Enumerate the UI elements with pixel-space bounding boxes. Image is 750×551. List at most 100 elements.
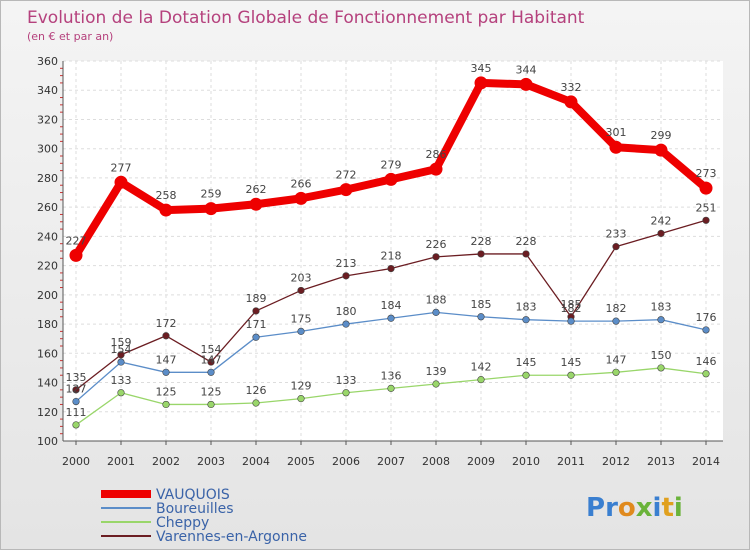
- x-tick-label: 2005: [287, 455, 315, 468]
- x-tick-label: 2001: [107, 455, 135, 468]
- data-label: 125: [156, 385, 177, 398]
- data-point: [162, 400, 170, 409]
- data-point: [657, 229, 665, 238]
- data-label: 183: [516, 301, 537, 314]
- data-label: 182: [606, 302, 627, 315]
- data-label: 125: [201, 385, 222, 398]
- data-point: [72, 386, 80, 394]
- y-tick-label: 180: [37, 318, 58, 331]
- data-label: 226: [426, 238, 447, 251]
- data-label: 146: [696, 355, 717, 368]
- data-label: 233: [606, 228, 627, 241]
- data-label: 344: [516, 63, 537, 76]
- data-point: [249, 197, 263, 211]
- y-tick-label: 360: [37, 55, 58, 68]
- data-point: [522, 250, 530, 258]
- proxiti-logo: Proxiti: [586, 493, 683, 523]
- data-point: [522, 316, 530, 324]
- y-tick-label: 320: [37, 113, 58, 126]
- data-label: 139: [426, 365, 447, 378]
- data-label: 213: [336, 257, 357, 270]
- data-point: [159, 203, 173, 217]
- data-label: 176: [696, 311, 717, 324]
- x-tick-label: 2010: [512, 455, 540, 468]
- data-point: [252, 333, 260, 341]
- data-label: 142: [471, 361, 492, 374]
- data-point: [567, 317, 575, 325]
- data-label: 228: [516, 235, 537, 248]
- legend-label: Varennes-en-Argonne: [156, 529, 307, 545]
- series-lines: [69, 76, 713, 429]
- data-point: [252, 307, 260, 315]
- y-tick-label: 160: [37, 347, 58, 360]
- data-point: [339, 183, 353, 197]
- data-label: 188: [426, 293, 447, 306]
- data-label: 145: [516, 356, 537, 369]
- x-tick-label: 2006: [332, 455, 360, 468]
- data-point: [72, 397, 80, 406]
- data-point: [432, 380, 440, 388]
- data-point: [204, 202, 218, 216]
- legend-label: Boureuilles: [156, 501, 234, 517]
- y-tick-label: 120: [37, 406, 58, 419]
- data-label: 145: [561, 356, 582, 369]
- x-tick-label: 2011: [557, 455, 585, 468]
- data-point: [519, 77, 533, 91]
- data-label: 258: [156, 189, 177, 202]
- data-point: [207, 400, 215, 409]
- data-label: 332: [561, 81, 582, 94]
- data-point: [702, 326, 710, 334]
- legend-label: VAUQUOIS: [156, 487, 230, 503]
- data-point: [522, 371, 530, 379]
- data-label: 182: [561, 302, 582, 315]
- data-point: [342, 389, 350, 397]
- data-label: 136: [381, 369, 402, 382]
- data-point: [387, 264, 395, 273]
- legend: VAUQUOISBoureuillesCheppyVarennes-en-Arg…: [101, 487, 307, 545]
- data-label: 227: [66, 234, 87, 247]
- data-label: 172: [156, 317, 177, 330]
- chart-subtitle: (en € et par an): [27, 30, 113, 43]
- data-label: 277: [111, 161, 132, 174]
- data-label: 175: [291, 312, 312, 325]
- data-label: 150: [651, 349, 672, 362]
- data-point: [432, 253, 440, 261]
- data-point: [702, 370, 710, 378]
- y-tick-label: 140: [37, 377, 58, 390]
- data-point: [609, 140, 623, 154]
- y-tick-label: 200: [37, 289, 58, 302]
- data-point: [294, 191, 308, 205]
- y-tick-label: 100: [37, 435, 58, 448]
- data-point: [654, 143, 668, 157]
- y-tick-label: 300: [37, 143, 58, 156]
- data-point: [657, 316, 665, 324]
- data-point: [429, 162, 443, 176]
- x-tick-label: 2012: [602, 455, 630, 468]
- data-label: 184: [381, 299, 402, 312]
- data-point: [657, 364, 665, 372]
- x-tick-label: 2008: [422, 455, 450, 468]
- data-label: 279: [381, 158, 402, 171]
- data-point: [477, 250, 485, 258]
- data-point: [564, 95, 578, 109]
- data-label: 251: [696, 201, 717, 214]
- data-label: 272: [336, 169, 357, 182]
- data-point: [117, 351, 125, 359]
- data-label: 127: [66, 383, 87, 396]
- chart-title: Evolution de la Dotation Globale de Fonc…: [27, 8, 585, 28]
- data-label: 189: [246, 292, 267, 305]
- data-label: 159: [111, 336, 132, 349]
- data-point: [117, 389, 125, 397]
- data-label: 126: [246, 384, 267, 397]
- data-label: 185: [471, 298, 492, 311]
- data-point: [342, 320, 350, 328]
- svg-text:Proxiti: Proxiti: [586, 493, 683, 523]
- data-point: [387, 314, 395, 322]
- data-point: [162, 368, 170, 376]
- data-point: [699, 181, 713, 195]
- data-point: [207, 368, 215, 376]
- data-label: 299: [651, 129, 672, 142]
- data-point: [342, 272, 350, 280]
- data-point: [384, 172, 398, 186]
